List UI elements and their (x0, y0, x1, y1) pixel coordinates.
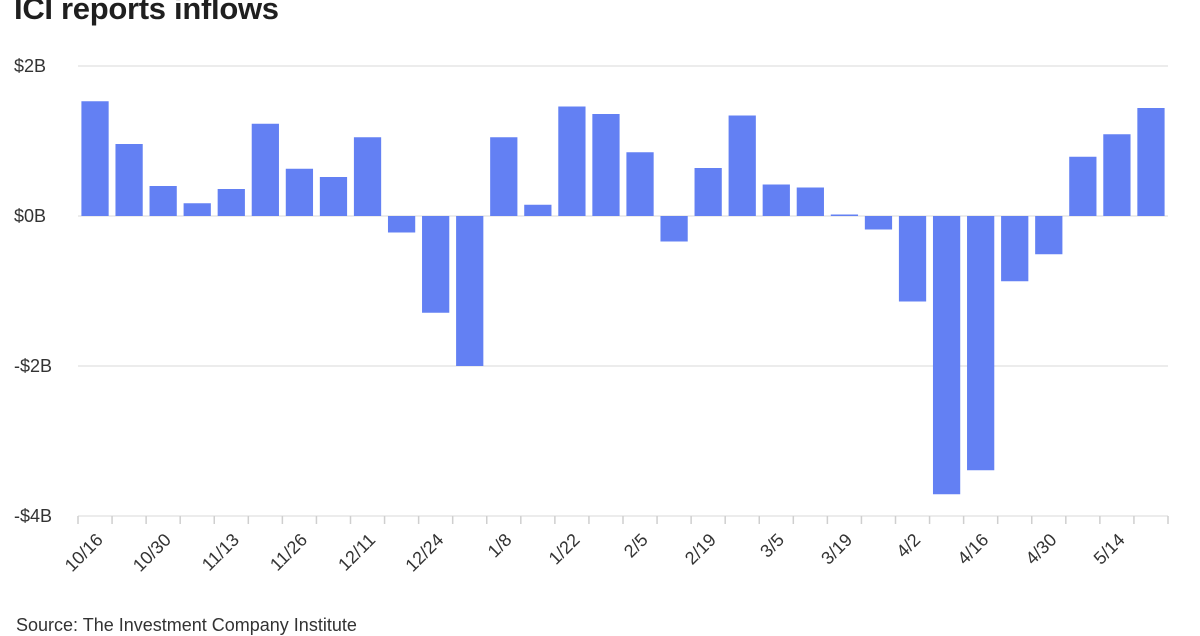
x-tick-label: 1/22 (545, 530, 584, 569)
bar (387, 216, 416, 233)
chart-title: ICI reports inflows (14, 0, 279, 26)
bar (558, 106, 586, 216)
bar (967, 216, 995, 471)
bar (660, 216, 688, 242)
bar (1069, 156, 1097, 216)
x-tick-label: 11/13 (198, 530, 243, 575)
bar (319, 177, 348, 216)
x-tick-label: 2/5 (620, 530, 652, 562)
x-tick-label: 3/5 (756, 530, 788, 562)
x-tick-label: 4/2 (892, 530, 924, 562)
x-tick-label: 10/30 (129, 530, 175, 576)
bar (353, 137, 382, 216)
y-tick-label: $2B (14, 56, 46, 76)
x-tick-label: 4/16 (953, 530, 992, 569)
y-tick-label: $0B (14, 206, 46, 226)
x-tick-label: 12/24 (401, 530, 447, 576)
x-tick-label: 3/19 (817, 530, 856, 569)
bar (864, 216, 893, 230)
x-tick-label: 10/16 (61, 530, 107, 576)
x-tick-label: 11/26 (266, 530, 311, 575)
bar (626, 152, 654, 216)
x-axis-labels: 10/16 10/30 11/13 11/26 12/11 12/24 1/8 1/22 2/5… (61, 530, 1129, 576)
bar (285, 168, 314, 216)
bar (456, 216, 484, 366)
bar (149, 186, 177, 216)
bar (898, 216, 927, 302)
bar (728, 115, 756, 216)
x-axis (77, 516, 1169, 524)
bar (830, 214, 859, 216)
bar (1137, 108, 1165, 216)
bar (217, 189, 245, 216)
bar (524, 204, 552, 216)
bar (932, 216, 961, 495)
source-note: Source: The Investment Company Institute (16, 615, 357, 635)
gridlines (78, 65, 1168, 517)
x-tick-label: 4/30 (1022, 530, 1061, 569)
x-tick-label: 12/11 (334, 530, 379, 575)
bar (81, 101, 109, 216)
bar (1035, 216, 1063, 255)
bar (115, 144, 143, 216)
y-axis-labels: $2B $0B -$2B -$4B (14, 56, 52, 526)
bar (422, 216, 450, 313)
x-tick-label: 1/8 (484, 530, 516, 562)
bars (81, 101, 1165, 495)
bar (1001, 216, 1029, 282)
bar (762, 184, 790, 216)
bar (694, 168, 722, 216)
x-tick-label: 2/19 (681, 530, 720, 569)
x-tick-label: 5/14 (1090, 530, 1129, 569)
bar (490, 137, 518, 216)
y-tick-label: -$4B (14, 506, 52, 526)
bar (251, 123, 279, 216)
bar (592, 114, 620, 216)
bar (796, 187, 824, 216)
bar (1103, 134, 1131, 216)
bar (183, 203, 211, 216)
y-tick-label: -$2B (14, 356, 52, 376)
